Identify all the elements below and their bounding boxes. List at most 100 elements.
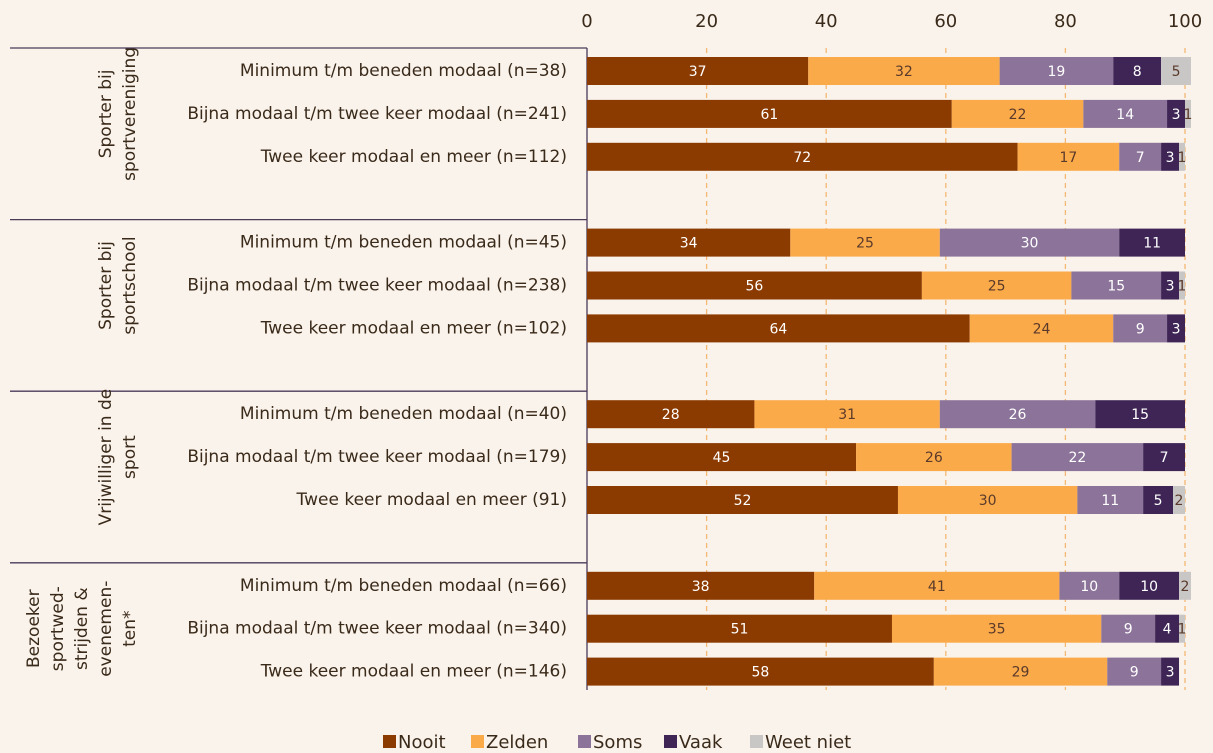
legend-swatch: [578, 735, 591, 748]
bar-segment: [587, 443, 857, 472]
bar-value-label: 1: [1178, 279, 1187, 295]
bar-value-label: 2: [1181, 579, 1190, 595]
group-label: sportvereniging: [120, 47, 140, 181]
bar-segment: [951, 99, 1084, 128]
x-tick-label: 80: [1054, 11, 1077, 32]
bar-value-label: 45: [713, 450, 731, 466]
bar-segment: [1185, 99, 1191, 128]
bar-value-label: 25: [988, 279, 1006, 295]
bar-segment: [587, 314, 970, 343]
row-label: Twee keer modaal en meer (n=146): [260, 662, 567, 682]
bar-segment: [1161, 271, 1180, 300]
bar-segment: [939, 400, 1096, 429]
legend-swatch: [383, 735, 396, 748]
bar-segment: [939, 228, 1120, 257]
bar-segment: [1143, 443, 1185, 472]
legend-label: Zelden: [486, 732, 548, 753]
bar-segment: [1071, 271, 1162, 300]
bar-segment: [1083, 99, 1168, 128]
bar-value-label: 3: [1166, 665, 1175, 681]
bar-segment: [1113, 314, 1168, 343]
bar-segment: [1179, 614, 1185, 643]
bar-segment: [1119, 142, 1162, 171]
bar-segment: [891, 614, 1102, 643]
bar-segment: [1113, 57, 1162, 85]
bar-value-label: 7: [1136, 150, 1145, 166]
bar-value-label: 3: [1166, 279, 1175, 295]
bar-value-label: 22: [1009, 107, 1027, 123]
group-label: ten*: [120, 610, 140, 646]
bar-segment: [1161, 142, 1180, 171]
bar-value-label: 72: [793, 150, 811, 166]
bar-value-label: 1: [1178, 622, 1187, 638]
x-tick-label: 100: [1168, 11, 1202, 32]
bar-segment: [897, 486, 1078, 514]
row-label: Bijna modaal t/m twee keer modaal (n=241…: [187, 104, 567, 124]
legend-swatch: [750, 735, 763, 748]
bar-segment: [587, 486, 898, 514]
bar-segment: [587, 142, 1018, 171]
bar-value-label: 25: [856, 236, 874, 252]
bar-segment: [1143, 486, 1174, 514]
bar-value-label: 1: [1178, 150, 1187, 166]
legend-label: Nooit: [398, 732, 446, 753]
bar-segment: [587, 400, 755, 429]
bar-value-label: 9: [1130, 665, 1139, 681]
bar-value-label: 3: [1166, 150, 1175, 166]
bar-segment: [1095, 400, 1185, 429]
bar-value-label: 8: [1133, 64, 1142, 80]
bar-segment: [1161, 657, 1180, 686]
bar-segment: [790, 228, 940, 257]
bar-value-label: 3: [1172, 321, 1181, 337]
bar-segment: [587, 228, 791, 257]
bar-segment: [587, 614, 892, 643]
bar-value-label: 7: [1160, 450, 1169, 466]
bar-segment: [587, 571, 815, 600]
bar-segment: [969, 314, 1114, 343]
bar-value-label: 28: [662, 407, 680, 423]
bar-value-label: 51: [731, 622, 749, 638]
bar-value-label: 22: [1068, 450, 1086, 466]
row-label: Minimum t/m beneden modaal (n=40): [240, 404, 567, 424]
legend-label: Soms: [593, 732, 642, 753]
row-label: Bijna modaal t/m twee keer modaal (n=179…: [187, 447, 567, 467]
legend-swatch: [664, 735, 677, 748]
bar-value-label: 26: [925, 450, 943, 466]
row-label: Bijna modaal t/m twee keer modaal (n=340…: [187, 619, 567, 639]
bar-value-label: 19: [1048, 64, 1066, 80]
bar-value-label: 3: [1172, 107, 1181, 123]
bar-value-label: 29: [1012, 665, 1030, 681]
bar-value-label: 41: [928, 579, 946, 595]
bar-segment: [1077, 486, 1144, 514]
bar-segment: [808, 57, 1000, 85]
group-label: Sporter bij: [96, 241, 116, 330]
bar-value-label: 35: [988, 622, 1006, 638]
bar-segment: [1107, 657, 1162, 686]
bar-value-label: 31: [838, 407, 856, 423]
row-label: Minimum t/m beneden modaal (n=38): [240, 61, 567, 81]
bar-segment: [1179, 142, 1185, 171]
group-label: sportwed-: [48, 586, 68, 671]
bar-value-label: 38: [692, 579, 710, 595]
bar-value-label: 2: [1175, 493, 1184, 509]
bar-value-label: 58: [752, 665, 770, 681]
bar-segment: [754, 400, 940, 429]
group-label: Sporter bij: [96, 70, 116, 159]
legend-label: Weet niet: [765, 732, 851, 753]
bar-segment: [587, 57, 809, 85]
bar-value-label: 30: [979, 493, 997, 509]
bar-value-label: 4: [1163, 622, 1172, 638]
bar-value-label: 32: [895, 64, 913, 80]
row-label: Twee keer modaal en meer (91): [296, 490, 567, 510]
bar-value-label: 52: [734, 493, 752, 509]
group-label: evenemen-: [96, 581, 116, 677]
bar-value-label: 56: [746, 279, 764, 295]
bar-value-label: 5: [1154, 493, 1163, 509]
x-tick-label: 0: [581, 11, 592, 32]
bar-segment: [856, 443, 1012, 472]
bar-segment: [1179, 271, 1185, 300]
bar-segment: [1167, 314, 1185, 343]
bar-segment: [814, 571, 1060, 600]
bar-segment: [1101, 614, 1156, 643]
